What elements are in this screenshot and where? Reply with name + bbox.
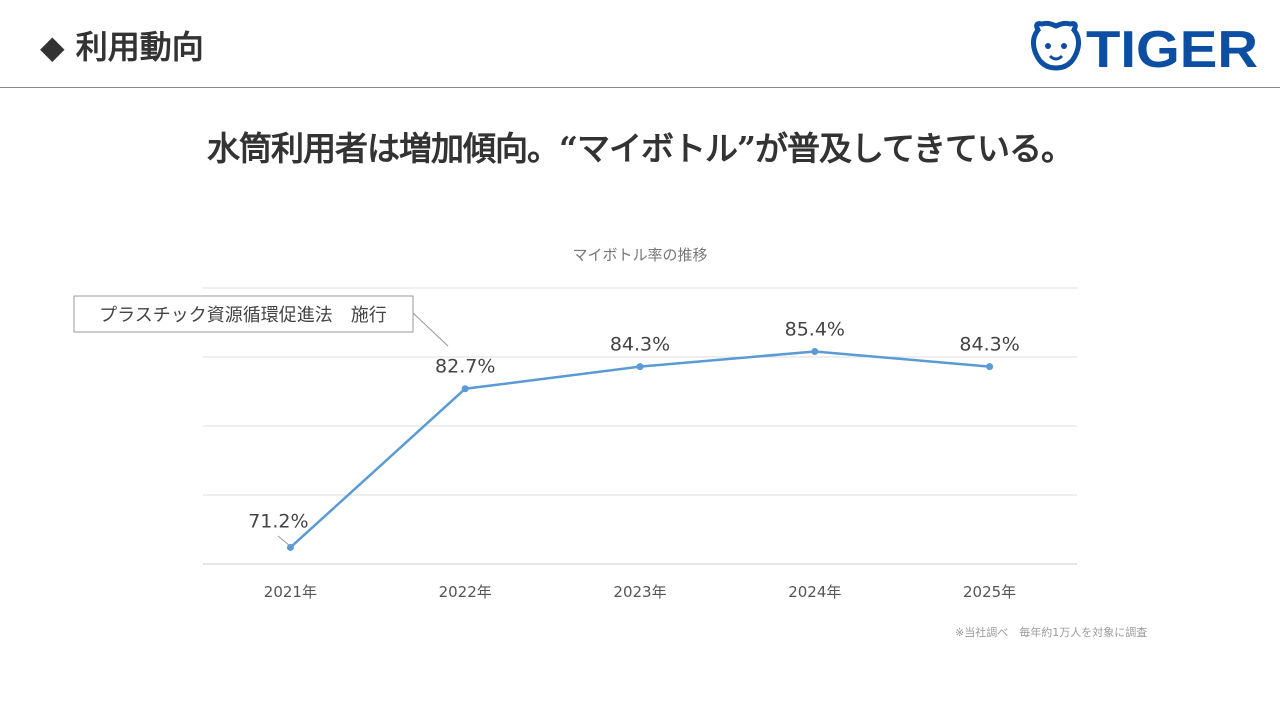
data-point	[286, 543, 294, 551]
annotation-box	[73, 295, 414, 333]
logo-text: TIGER	[1086, 21, 1258, 72]
annotation-leader	[412, 312, 449, 347]
page-title: ◆ 利用動向	[40, 28, 204, 66]
header-divider	[0, 87, 1280, 88]
data-point	[811, 347, 819, 355]
x-tick-label: 2022年	[439, 583, 492, 601]
data-label: 84.3%	[610, 334, 670, 356]
series-line	[289, 350, 990, 549]
x-tick-label: 2024年	[788, 583, 841, 601]
headline: 水筒利用者は増加傾向。“マイボトル”が普及してきている。	[207, 129, 1074, 168]
x-tick-label: 2025年	[963, 583, 1016, 601]
data-label: 84.3%	[959, 334, 1019, 356]
label-leader	[277, 535, 291, 547]
footnote: ※当社調べ 毎年約1万人を対象に調査	[955, 626, 1148, 639]
x-tick-label: 2023年	[613, 583, 666, 601]
data-label: 85.4%	[785, 318, 845, 340]
data-point	[986, 363, 994, 371]
data-label: 82.7%	[435, 356, 495, 378]
data-point	[461, 385, 469, 393]
data-point	[636, 363, 644, 371]
tiger-logo: TIGER	[1030, 20, 1258, 72]
chart-title: マイボトル率の推移	[572, 246, 707, 264]
x-tick-label: 2021年	[264, 583, 317, 601]
data-label: 71.2%	[248, 510, 308, 532]
annotation-text: プラスチック資源循環促進法 施行	[99, 305, 387, 326]
